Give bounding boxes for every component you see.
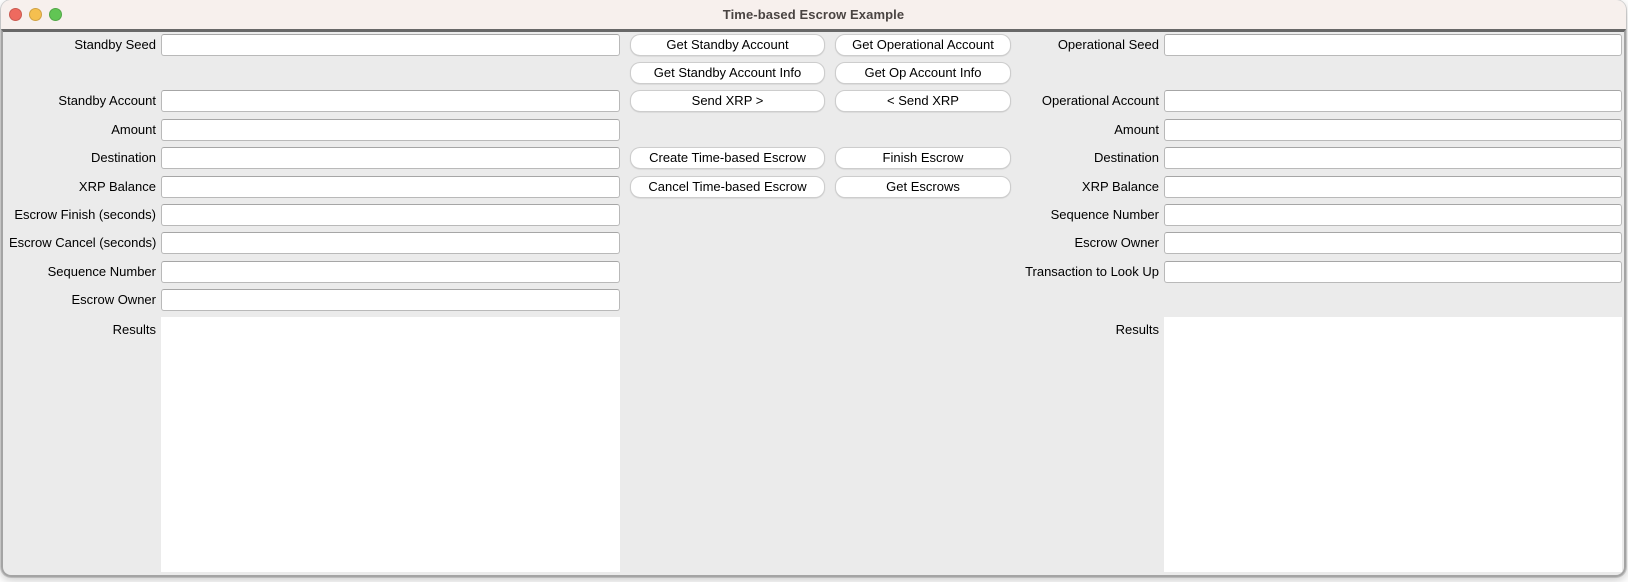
operational-sequence-number-label: Sequence Number	[1050, 207, 1159, 222]
operational-seed-input[interactable]	[1164, 34, 1622, 56]
standby-results-label: Results	[112, 322, 156, 337]
operational-destination-input[interactable]	[1164, 147, 1622, 169]
standby-escrow-owner-input[interactable]	[161, 289, 620, 311]
get-op-account-info-button[interactable]: Get Op Account Info	[835, 62, 1011, 84]
escrow-finish-seconds-input[interactable]	[161, 204, 620, 226]
operational-xrp-balance-label: XRP Balance	[1081, 179, 1159, 194]
send-xrp-right-button[interactable]: Send XRP >	[630, 90, 825, 112]
operational-amount-label: Amount	[1114, 122, 1159, 137]
operational-account-label: Operational Account	[1041, 93, 1159, 108]
get-escrows-button[interactable]: Get Escrows	[835, 176, 1011, 198]
operational-destination-label: Destination	[1093, 150, 1159, 165]
standby-sequence-number-input[interactable]	[161, 261, 620, 283]
get-operational-account-button[interactable]: Get Operational Account	[835, 34, 1011, 56]
operational-seed-label: Operational Seed	[1057, 37, 1159, 52]
standby-destination-label: Destination	[90, 150, 156, 165]
escrow-finish-seconds-label: Escrow Finish (seconds)	[14, 207, 156, 222]
standby-xrp-balance-input[interactable]	[161, 176, 620, 198]
send-xrp-left-button[interactable]: < Send XRP	[835, 90, 1011, 112]
standby-amount-label: Amount	[111, 122, 156, 137]
create-time-based-escrow-button[interactable]: Create Time-based Escrow	[630, 147, 825, 169]
standby-account-label: Standby Account	[58, 93, 156, 108]
close-button[interactable]	[9, 8, 22, 21]
escrow-cancel-seconds-label: Escrow Cancel (seconds)	[9, 235, 157, 250]
titlebar[interactable]: Time-based Escrow Example	[1, 0, 1626, 29]
standby-sequence-number-label: Sequence Number	[47, 264, 156, 279]
standby-amount-input[interactable]	[161, 119, 620, 141]
operational-results-textarea[interactable]	[1164, 317, 1622, 572]
zoom-button[interactable]	[49, 8, 62, 21]
operational-amount-input[interactable]	[1164, 119, 1622, 141]
standby-account-input[interactable]	[161, 90, 620, 112]
transaction-to-look-up-input[interactable]	[1164, 261, 1622, 283]
operational-escrow-owner-input[interactable]	[1164, 232, 1622, 254]
standby-results-textarea[interactable]	[161, 317, 620, 572]
minimize-button[interactable]	[29, 8, 42, 21]
get-standby-account-button[interactable]: Get Standby Account	[630, 34, 825, 56]
get-standby-account-info-button[interactable]: Get Standby Account Info	[630, 62, 825, 84]
transaction-to-look-up-label: Transaction to Look Up	[1025, 264, 1159, 279]
operational-escrow-owner-label: Escrow Owner	[1074, 235, 1159, 250]
standby-seed-label: Standby Seed	[74, 37, 156, 52]
standby-seed-input[interactable]	[161, 34, 620, 56]
operational-account-input[interactable]	[1164, 90, 1622, 112]
standby-destination-input[interactable]	[161, 147, 620, 169]
standby-xrp-balance-label: XRP Balance	[78, 179, 156, 194]
finish-escrow-button[interactable]: Finish Escrow	[835, 147, 1011, 169]
window-title: Time-based Escrow Example	[722, 7, 905, 22]
operational-sequence-number-input[interactable]	[1164, 204, 1622, 226]
operational-results-label: Results	[1115, 322, 1159, 337]
operational-xrp-balance-input[interactable]	[1164, 176, 1622, 198]
cancel-time-based-escrow-button[interactable]: Cancel Time-based Escrow	[630, 176, 825, 198]
escrow-cancel-seconds-input[interactable]	[161, 232, 620, 254]
standby-escrow-owner-label: Escrow Owner	[71, 292, 156, 307]
